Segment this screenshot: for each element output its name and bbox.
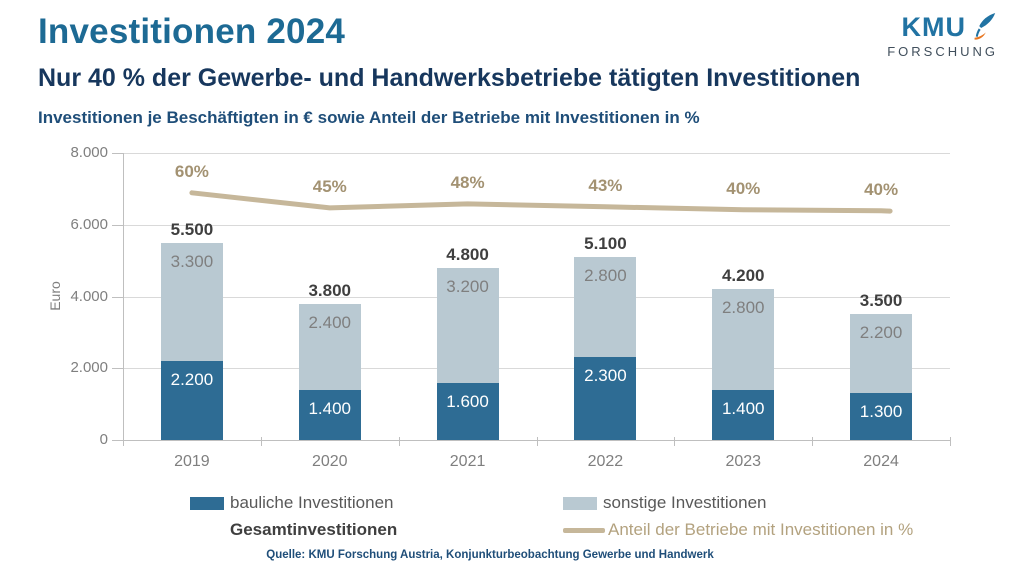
x-tick-mark xyxy=(950,437,951,446)
x-category-label: 2022 xyxy=(587,453,624,470)
legend-item-gesamt: Gesamtinvestitionen xyxy=(230,520,397,540)
segment-value-label: 2.200 xyxy=(859,323,903,343)
percent-label: 60% xyxy=(174,161,209,181)
x-tick-mark xyxy=(812,437,814,446)
legend-label: sonstige Investitionen xyxy=(603,493,767,512)
legend-item-sonstige: sonstige Investitionen xyxy=(563,493,767,513)
gridline xyxy=(123,368,950,370)
total-value-label: 3.800 xyxy=(308,280,352,300)
legend-label: bauliche Investitionen xyxy=(230,493,394,512)
segment-value-label: 1.400 xyxy=(308,398,352,418)
source-note: Quelle: KMU Forschung Austria, Konjunktu… xyxy=(266,549,714,561)
feather-icon xyxy=(968,12,998,42)
gridline xyxy=(123,153,950,154)
bar-segment-bauliche xyxy=(298,389,361,440)
y-tick-mark xyxy=(112,296,123,298)
segment-value-label: 2.800 xyxy=(721,298,765,318)
bar-segment-bauliche xyxy=(160,361,223,440)
total-value-label: 5.500 xyxy=(170,219,214,239)
segment-value-label: 2.300 xyxy=(584,366,627,386)
y-tick-label: 2.000 xyxy=(70,359,108,377)
y-tick-label: 4.000 xyxy=(70,287,108,305)
x-tick-mark xyxy=(674,437,676,446)
bar-segment-bauliche xyxy=(712,389,775,440)
logo-text: KMU xyxy=(901,11,966,42)
segment-value-label: 1.400 xyxy=(721,398,765,418)
percent-label: 40% xyxy=(726,178,761,198)
segment-value-label: 1.300 xyxy=(859,402,903,422)
x-category-label: 2023 xyxy=(725,453,762,470)
chart-description: Investitionen je Beschäftigten in € sowi… xyxy=(38,108,700,127)
percent-label: 40% xyxy=(864,179,899,199)
segment-value-label: 2.800 xyxy=(584,266,627,286)
x-category-label: 2020 xyxy=(311,453,348,470)
segment-value-label: 2.400 xyxy=(308,312,352,332)
y-tick-mark xyxy=(112,224,123,226)
segment-value-label: 1.600 xyxy=(446,391,489,411)
bar-segment-sonstige xyxy=(712,289,775,390)
sonstige-swatch xyxy=(563,496,597,510)
legend-item-bauliche: bauliche Investitionen xyxy=(190,493,394,513)
page-subtitle: Nur 40 % der Gewerbe- und Handwerksbetri… xyxy=(38,64,861,92)
page-title: Investitionen 2024 xyxy=(38,12,346,51)
y-tick-label: 6.000 xyxy=(70,215,108,233)
y-tick-label: 0 xyxy=(99,431,108,448)
x-tick-mark xyxy=(536,437,538,446)
bar-segment-sonstige xyxy=(436,267,499,383)
kmu-forschung-logo: KMU FORSCHUNG xyxy=(887,12,998,59)
percent-label: 45% xyxy=(312,176,347,196)
bauliche-swatch xyxy=(190,496,224,510)
segment-value-label: 2.200 xyxy=(170,370,214,390)
legend-item-anteil: Anteil der Betriebe mit Investitionen in… xyxy=(563,520,913,540)
legend-label: Gesamtinvestitionen xyxy=(230,520,398,539)
bar-segment-sonstige xyxy=(574,257,637,358)
bar-segment-bauliche xyxy=(574,357,637,440)
total-value-label: 3.500 xyxy=(859,291,903,311)
total-value-label: 4.800 xyxy=(446,244,489,264)
total-value-label: 4.200 xyxy=(721,266,765,286)
gridline xyxy=(123,224,950,226)
percent-label: 43% xyxy=(588,175,623,195)
bar-segment-sonstige xyxy=(160,242,223,362)
x-tick-mark xyxy=(398,437,400,446)
anteil-trend-line xyxy=(189,190,893,214)
y-tick-mark xyxy=(112,440,123,441)
bar-segment-bauliche xyxy=(850,393,913,440)
x-category-label: 2024 xyxy=(863,453,899,470)
bar-segment-sonstige xyxy=(298,303,361,390)
legend-label: Anteil der Betriebe mit Investitionen in… xyxy=(608,520,914,539)
bar-segment-bauliche xyxy=(436,382,499,440)
segment-value-label: 3.300 xyxy=(170,251,214,271)
x-tick-mark xyxy=(123,437,124,446)
y-tick-mark xyxy=(112,153,123,154)
segment-value-label: 3.200 xyxy=(446,276,489,296)
bar-segment-sonstige xyxy=(850,314,913,394)
x-category-label: 2019 xyxy=(174,453,210,470)
anteil-line-swatch xyxy=(563,527,605,533)
total-value-label: 5.100 xyxy=(584,234,627,254)
gridline xyxy=(123,296,950,298)
y-tick-mark xyxy=(112,368,123,370)
percent-label: 48% xyxy=(450,172,485,192)
x-category-label: 2021 xyxy=(449,453,486,470)
y-tick-label: 8.000 xyxy=(70,144,108,161)
logo-subtext: FORSCHUNG xyxy=(887,44,998,59)
y-axis-line xyxy=(123,153,124,440)
x-tick-mark xyxy=(260,437,262,446)
y-axis-title: Euro xyxy=(47,280,63,311)
